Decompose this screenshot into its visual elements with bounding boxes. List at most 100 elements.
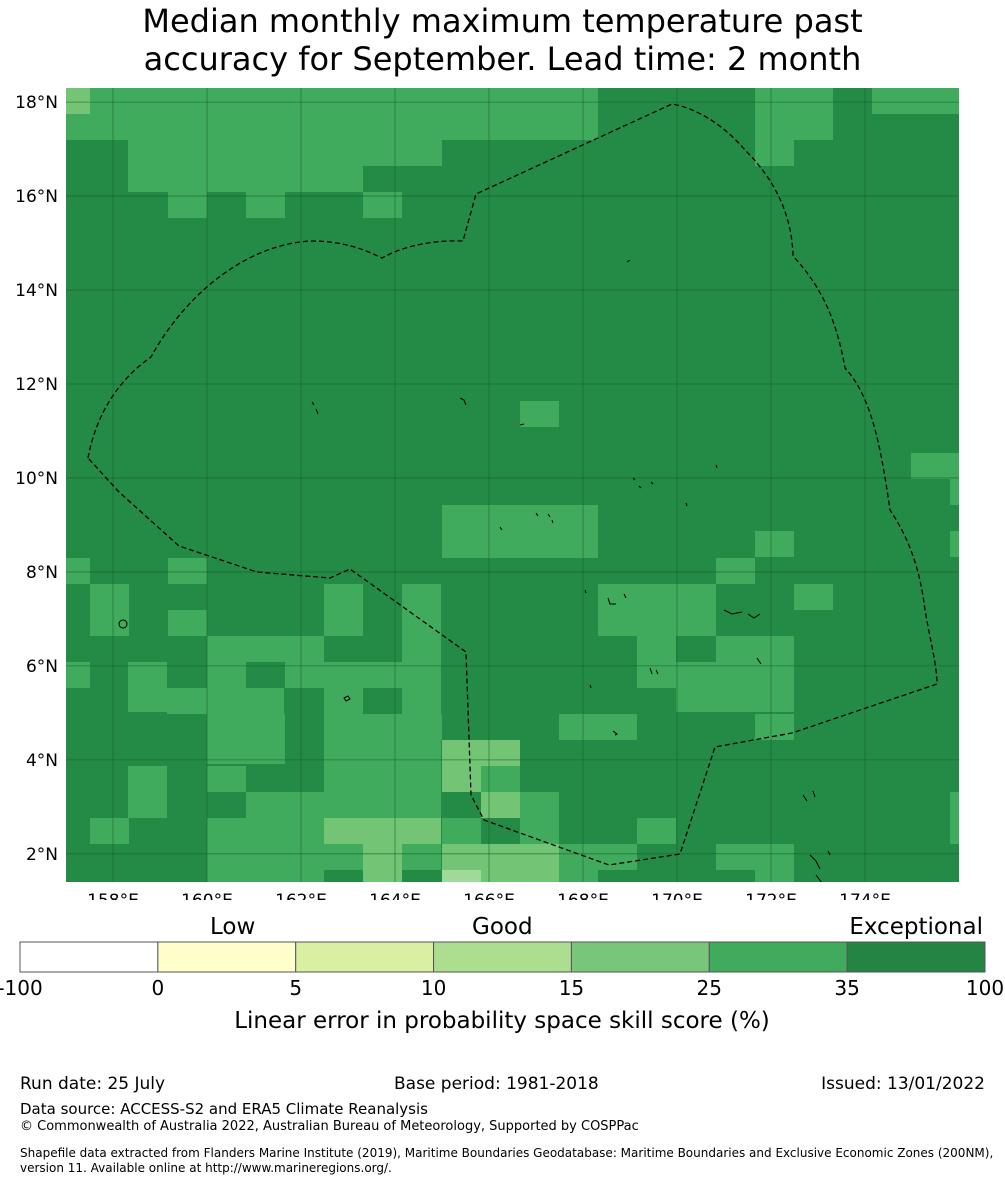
base-period: Base period: 1981-2018	[394, 1074, 599, 1094]
skill-cell	[755, 88, 833, 140]
skill-cell	[637, 636, 676, 688]
skill-cell	[559, 844, 598, 882]
skill-cell	[246, 792, 441, 818]
latitude-tick-label: 10°N	[15, 469, 58, 489]
skill-cell	[128, 166, 363, 192]
colorbar-tick-label: 15	[559, 976, 584, 1000]
skill-cell	[324, 740, 402, 766]
skill-cell	[794, 584, 833, 610]
skill-cell	[324, 844, 363, 870]
skill-cell	[442, 740, 520, 766]
skill-cell	[950, 792, 959, 844]
skill-cell	[598, 88, 755, 114]
copyright: © Commonwealth of Australia 2022, Austra…	[20, 1119, 639, 1134]
longitude-tick-label: 172°E	[745, 891, 797, 900]
issued-date: Issued: 13/01/2022	[821, 1074, 985, 1094]
colorbar-tick-label: 25	[697, 976, 722, 1000]
colorbar-tick-labels: -100 0 5 10 15 25 35 100	[0, 976, 1004, 1000]
skill-cell	[128, 140, 442, 166]
skill-cell	[66, 88, 90, 114]
skill-cell	[363, 844, 402, 882]
skill-cell	[285, 662, 402, 688]
colorbar-swatch	[433, 941, 572, 973]
latitude-tick-label: 6°N	[26, 657, 58, 677]
skill-cell	[442, 505, 598, 558]
skill-cell	[402, 844, 441, 870]
latitude-tick-label: 12°N	[15, 375, 58, 395]
longitude-tick-labels: 158°E 160°E 162°E 164°E 166°E 168°E 170°E 172°E…	[87, 891, 891, 900]
colorbar-swatch	[846, 941, 986, 973]
skill-cell	[168, 558, 207, 584]
colorbar-tick-label: 5	[289, 976, 302, 1000]
longitude-tick-label: 162°E	[275, 891, 327, 900]
skill-cell	[559, 714, 637, 740]
colorbar-swatch	[19, 941, 159, 973]
colorbar-tick-label: -100	[0, 976, 43, 1000]
colorbar-swatch	[570, 941, 710, 973]
longitude-tick-label: 168°E	[557, 891, 609, 900]
longitude-tick-label: 174°E	[839, 891, 891, 900]
coastlines	[118, 259, 831, 882]
skill-cell	[950, 479, 959, 505]
skill-cell	[363, 714, 442, 740]
longitude-tick-label: 170°E	[651, 891, 703, 900]
skill-map: 158°E 160°E 162°E 164°E 166°E 168°E 170°E 172°E…	[15, 88, 959, 900]
title-line-1: Median monthly maximum temperature past	[142, 2, 863, 40]
colorbar: -100 0 5 10 15 25 35 100 Linear error in probab…	[0, 941, 1004, 1034]
category-label-good: Good	[472, 914, 533, 940]
skill-cell	[950, 531, 959, 557]
skill-cell	[716, 844, 794, 870]
skill-cell	[207, 818, 324, 844]
colorbar-swatch	[708, 941, 848, 973]
skill-cell	[637, 818, 676, 844]
skill-cell	[167, 688, 284, 714]
category-label-low: Low	[210, 914, 256, 940]
category-label-exceptional: Exceptional	[849, 914, 983, 940]
skill-cell	[716, 636, 794, 662]
skill-cell	[128, 662, 167, 712]
skill-cell	[207, 844, 324, 882]
latitude-tick-label: 4°N	[26, 751, 58, 771]
skill-cell	[324, 818, 441, 844]
longitude-tick-label: 164°E	[369, 891, 421, 900]
skill-cell	[66, 88, 598, 140]
title-line-2: accuracy for September. Lead time: 2 mon…	[143, 40, 862, 78]
skill-cell	[755, 531, 794, 557]
latitude-tick-label: 8°N	[26, 563, 58, 583]
colorbar-tick-label: 100	[966, 976, 1004, 1000]
skill-cell	[481, 870, 559, 882]
colorbar-swatches	[19, 941, 986, 973]
skill-cell	[66, 558, 90, 584]
skill-cell	[442, 870, 481, 882]
longitude-tick-label: 158°E	[87, 891, 139, 900]
data-source: Data source: ACCESS-S2 and ERA5 Climate …	[20, 1100, 428, 1118]
colorbar-tick-label: 0	[151, 976, 164, 1000]
skill-cell	[90, 818, 129, 844]
skill-cell	[598, 844, 637, 870]
longitude-tick-label: 166°E	[463, 891, 515, 900]
skill-cell	[402, 584, 441, 636]
skill-cell	[442, 818, 481, 844]
skill-cell	[207, 766, 246, 792]
colorbar-tick-label: 35	[834, 976, 859, 1000]
skill-cell	[128, 766, 167, 818]
skill-cell	[520, 401, 559, 427]
skill-cell	[402, 740, 441, 766]
latitude-tick-labels: 2°N 4°N 6°N 8°N 10°N 12°N 14°N 16°N 18°N	[15, 93, 58, 865]
skill-cell	[442, 844, 559, 870]
skill-cell	[598, 584, 716, 636]
shapefile-credit: Shapefile data extracted from Flanders M…	[20, 1146, 994, 1175]
latitude-tick-label: 16°N	[15, 187, 58, 207]
skill-cell	[520, 114, 559, 140]
skill-cell	[66, 662, 90, 688]
colorbar-tick-label: 10	[421, 976, 446, 1000]
chart-title: Median monthly maximum temperature past …	[0, 2, 1005, 78]
skill-cell	[168, 610, 207, 636]
skill-cell	[207, 714, 285, 764]
skill-cells	[66, 88, 959, 882]
colorbar-swatch	[157, 941, 297, 973]
latitude-tick-label: 2°N	[26, 845, 58, 865]
skill-cell	[911, 453, 959, 479]
skill-cell	[207, 636, 324, 662]
skill-cell	[755, 140, 794, 166]
